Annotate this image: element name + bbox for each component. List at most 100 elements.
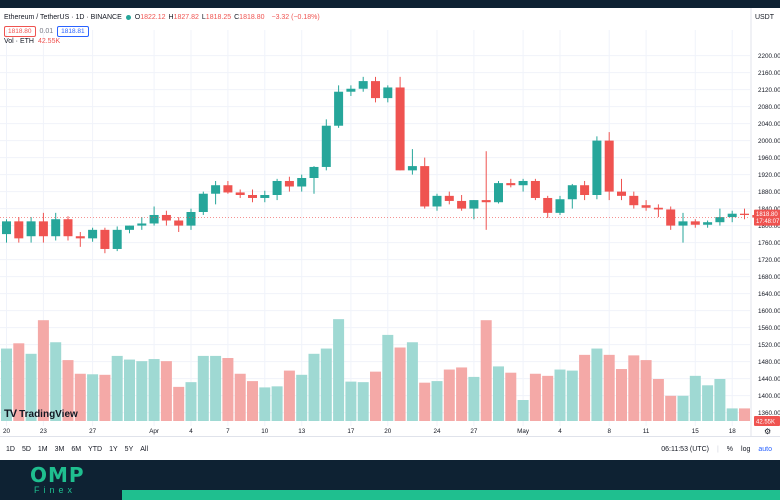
volume-bar [234, 373, 246, 421]
candle-body [444, 195, 454, 201]
percent-scale-button[interactable]: % [726, 445, 734, 453]
volume-bar [493, 366, 504, 421]
y-tick-label: 1680.00 [758, 274, 780, 281]
settings-gear-icon[interactable]: ⚙ [764, 427, 771, 436]
y-tick-label: 1720.00 [758, 257, 780, 264]
clock-display[interactable]: 06:11:53 (UTC) [661, 445, 709, 453]
top-bar [0, 0, 780, 8]
volume-bar [505, 372, 517, 421]
y-tick-label: 1560.00 [758, 325, 780, 332]
volume-label[interactable]: Vol · ETH [4, 38, 34, 45]
y-tick-label: 2120.00 [758, 87, 780, 94]
candle-body [198, 193, 208, 212]
legend-volume-row: Vol · ETH 42.55K [4, 38, 60, 45]
candle-body [703, 222, 713, 225]
symbol-title[interactable]: Ethereum / TetherUS · 1D · BINANCE [4, 14, 122, 21]
log-scale-button[interactable]: log [741, 445, 751, 453]
x-tick-label: 20 [384, 428, 392, 435]
candle-body [580, 185, 590, 195]
candle-body [432, 195, 442, 207]
x-tick-label: 4 [558, 428, 562, 435]
volume-bar [185, 382, 197, 421]
volume-bar [50, 342, 62, 421]
range-button-1m[interactable]: 1M [37, 445, 48, 453]
candle-body [727, 213, 737, 218]
chart-frame[interactable]: 2200.00 2160.00 2120.00 2080.00 2040.00 2000.… [0, 8, 780, 460]
candle-body [334, 91, 344, 126]
y-tick-label: 2000.00 [758, 138, 780, 145]
brand-subtitle: Finex [34, 485, 77, 495]
sell-price-button[interactable]: 1818.80 [4, 26, 36, 37]
volume-bar [148, 359, 160, 421]
tradingview-logo[interactable]: TV TradingView [4, 408, 78, 420]
brand-logo[interactable]: OMP [30, 463, 85, 487]
candle-body [321, 125, 331, 167]
x-tick-label: May [517, 428, 530, 435]
candle-body [100, 229, 110, 249]
candle-body [555, 199, 565, 213]
x-tick-label: 15 [692, 428, 700, 435]
volume-bar [677, 395, 689, 421]
x-tick-label: 7 [226, 428, 230, 435]
volume-bar [271, 386, 283, 421]
candle-body [481, 200, 491, 203]
candle-body [63, 219, 73, 237]
range-button-5d[interactable]: 5D [21, 445, 31, 453]
candle-body [248, 195, 257, 198]
volume-bar [308, 353, 320, 421]
y-tick-label: 1800.00 [758, 223, 780, 230]
y-tick-label: 2200.00 [758, 53, 780, 60]
candle-body [494, 183, 503, 203]
x-tick-label: Apr [149, 428, 159, 435]
volume-bar [296, 374, 308, 421]
x-tick-label: 18 [729, 428, 737, 435]
volume-bar [13, 343, 25, 421]
volume-bar [74, 373, 86, 421]
candle-body [260, 195, 270, 198]
range-button-3m[interactable]: 3M [54, 445, 65, 453]
volume-bar [394, 347, 406, 421]
price-chart[interactable]: 2200.00 2160.00 2120.00 2080.00 2040.00 2000.… [0, 8, 780, 436]
volume-bar [640, 360, 652, 421]
candle-body [690, 221, 700, 225]
range-button-1y[interactable]: 1Y [109, 445, 118, 453]
y-tick-label: 1520.00 [758, 342, 780, 349]
volume-tag-value: 42.55K [756, 420, 775, 426]
candle-body [174, 220, 184, 226]
footer-stripe [122, 490, 780, 500]
y-tick-label: 1960.00 [758, 155, 780, 162]
candle-body [617, 191, 626, 196]
range-button-5y[interactable]: 5Y [124, 445, 134, 453]
candle-body [309, 166, 319, 178]
volume-bar [554, 369, 566, 421]
y-tick-label: 1360.00 [758, 410, 780, 417]
volume-bar [124, 359, 135, 421]
price-axis-currency[interactable]: USDT [754, 14, 774, 21]
volume-bar [37, 320, 49, 421]
site-footer: OMP Finex [0, 460, 780, 500]
candle-body [75, 236, 85, 239]
candle-body [149, 214, 159, 224]
volume-bar [345, 381, 357, 421]
range-button-6m[interactable]: 6M [71, 445, 82, 453]
volume-bar [283, 370, 295, 421]
volume-bar [247, 381, 258, 421]
range-button-1d[interactable]: 1D [6, 445, 15, 453]
candle-body [88, 229, 98, 239]
candle-body [641, 205, 651, 208]
auto-scale-button[interactable]: auto [758, 445, 772, 453]
legend-symbol-row: Ethereum / TetherUS · 1D · BINANCE O1822… [4, 14, 320, 21]
range-button-ytd[interactable]: YTD [88, 445, 103, 453]
volume-bar [652, 379, 664, 421]
buy-price-button[interactable]: 1818.81 [57, 26, 89, 37]
y-tick-label: 1480.00 [758, 359, 780, 366]
toolbar-right: 06:11:53 (UTC) | % log auto [661, 446, 772, 453]
candle-body [38, 221, 48, 237]
y-tick-label: 2040.00 [758, 121, 780, 128]
candle-body [125, 225, 134, 230]
volume-bar [99, 374, 111, 421]
candle-body [407, 166, 417, 171]
volume-bar [542, 375, 554, 421]
range-button-all[interactable]: All [140, 445, 149, 453]
candle-body [740, 213, 749, 215]
